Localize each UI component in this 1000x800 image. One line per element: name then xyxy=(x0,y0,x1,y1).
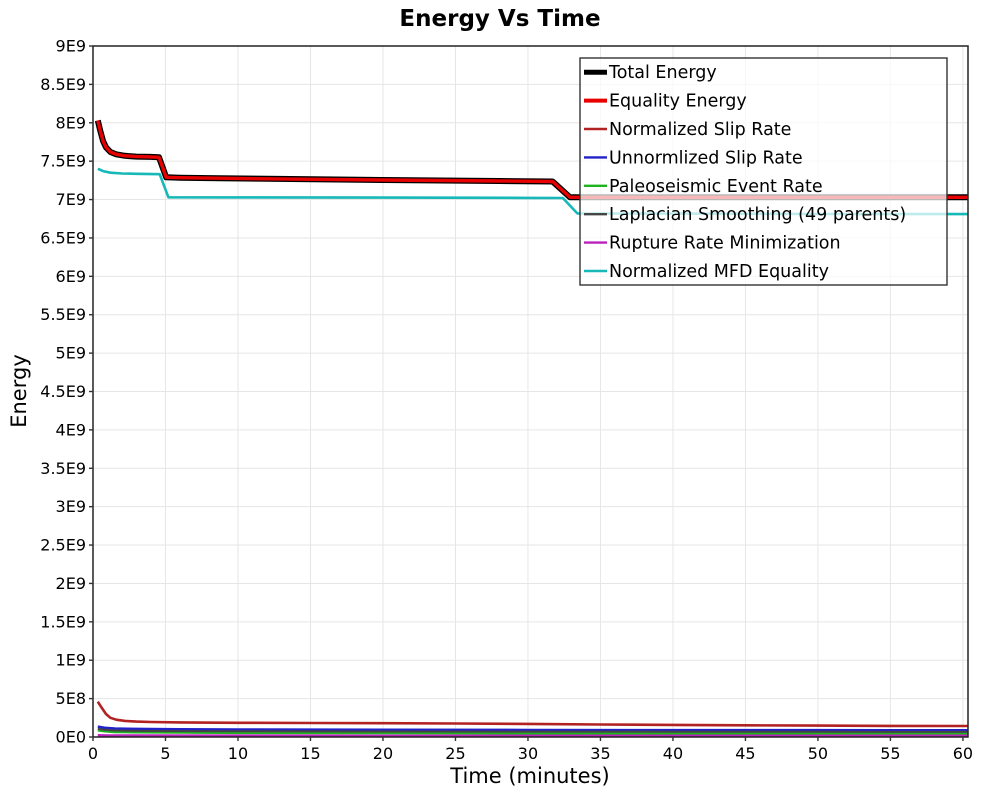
legend-entry-label: Equality Energy xyxy=(609,92,747,112)
y-tick-label: 1E9 xyxy=(56,651,86,670)
legend-box xyxy=(579,57,948,286)
x-tick-label: 55 xyxy=(880,744,900,763)
x-tick-label: 50 xyxy=(808,744,828,763)
y-tick-label: 1.5E9 xyxy=(40,612,86,631)
y-tick-label: 6.5E9 xyxy=(40,228,86,247)
x-tick-label: 35 xyxy=(590,744,610,763)
y-tick-label: 5.5E9 xyxy=(40,305,86,324)
y-tick-label: 9E9 xyxy=(56,37,86,56)
y-tick-label: 8.5E9 xyxy=(40,75,86,94)
x-tick-label: 25 xyxy=(445,744,465,763)
series-line-unnormlized-slip-rate xyxy=(97,725,968,732)
x-tick-label: 30 xyxy=(518,744,538,763)
axis-ticks xyxy=(89,45,964,741)
x-axis-title: Time (minutes) xyxy=(449,764,609,788)
legend-entry-label: Normalized Slip Rate xyxy=(609,120,791,140)
x-tick-label: 5 xyxy=(160,744,170,763)
legend-entry-label: Unnormlized Slip Rate xyxy=(609,148,803,168)
y-tick-label: 5E9 xyxy=(56,344,86,363)
y-tick-label: 4E9 xyxy=(56,420,86,439)
y-tick-label: 5E8 xyxy=(56,689,86,708)
y-tick-label: 8E9 xyxy=(56,113,86,132)
x-tick-label: 45 xyxy=(735,744,755,763)
y-axis-title: Energy xyxy=(7,354,31,428)
y-tick-label: 3.5E9 xyxy=(40,459,86,478)
y-tick-label: 0E0 xyxy=(56,728,86,747)
y-tick-label: 7E9 xyxy=(56,190,86,209)
y-tick-label: 2E9 xyxy=(56,574,86,593)
series-line-rupture-rate-minimization xyxy=(97,734,968,737)
series-line-laplacian-smoothing-49-parents- xyxy=(97,727,968,733)
y-tick-label: 6E9 xyxy=(56,267,86,286)
y-tick-label: 2.5E9 xyxy=(40,536,86,555)
legend-entry-label: Paleoseismic Event Rate xyxy=(609,177,823,197)
chart-title: Energy Vs Time xyxy=(399,6,600,32)
legend: Total Energy Equality Energy Normalized Sl… xyxy=(579,57,948,286)
x-tick-label: 60 xyxy=(953,744,973,763)
legend-entry-label: Laplacian Smoothing (49 parents) xyxy=(609,205,906,225)
legend-entry-label: Rupture Rate Minimization xyxy=(609,234,841,254)
x-axis-tick-labels: 0 5 10 15 20 25 30 35 40 45 50 55 60 xyxy=(88,744,973,763)
x-tick-label: 10 xyxy=(228,744,248,763)
y-tick-label: 4.5E9 xyxy=(40,382,86,401)
x-tick-label: 15 xyxy=(300,744,320,763)
legend-entry-label: Total Energy xyxy=(608,63,717,83)
series-line-normalized-slip-rate xyxy=(96,700,968,728)
y-tick-label: 7.5E9 xyxy=(40,152,86,171)
x-tick-label: 40 xyxy=(663,744,683,763)
y-axis-tick-labels: 0E0 5E8 1E9 1.5E9 2E9 2.5E9 3E9 3.5E9 4E9 4.5E9 5E… xyxy=(40,37,86,747)
legend-entry-label: Normalized MFD Equality xyxy=(609,262,829,282)
series-line-paleoseismic-event-rate xyxy=(97,728,968,735)
x-tick-label: 20 xyxy=(373,744,393,763)
x-tick-label: 0 xyxy=(88,744,98,763)
y-tick-label: 3E9 xyxy=(56,497,86,516)
